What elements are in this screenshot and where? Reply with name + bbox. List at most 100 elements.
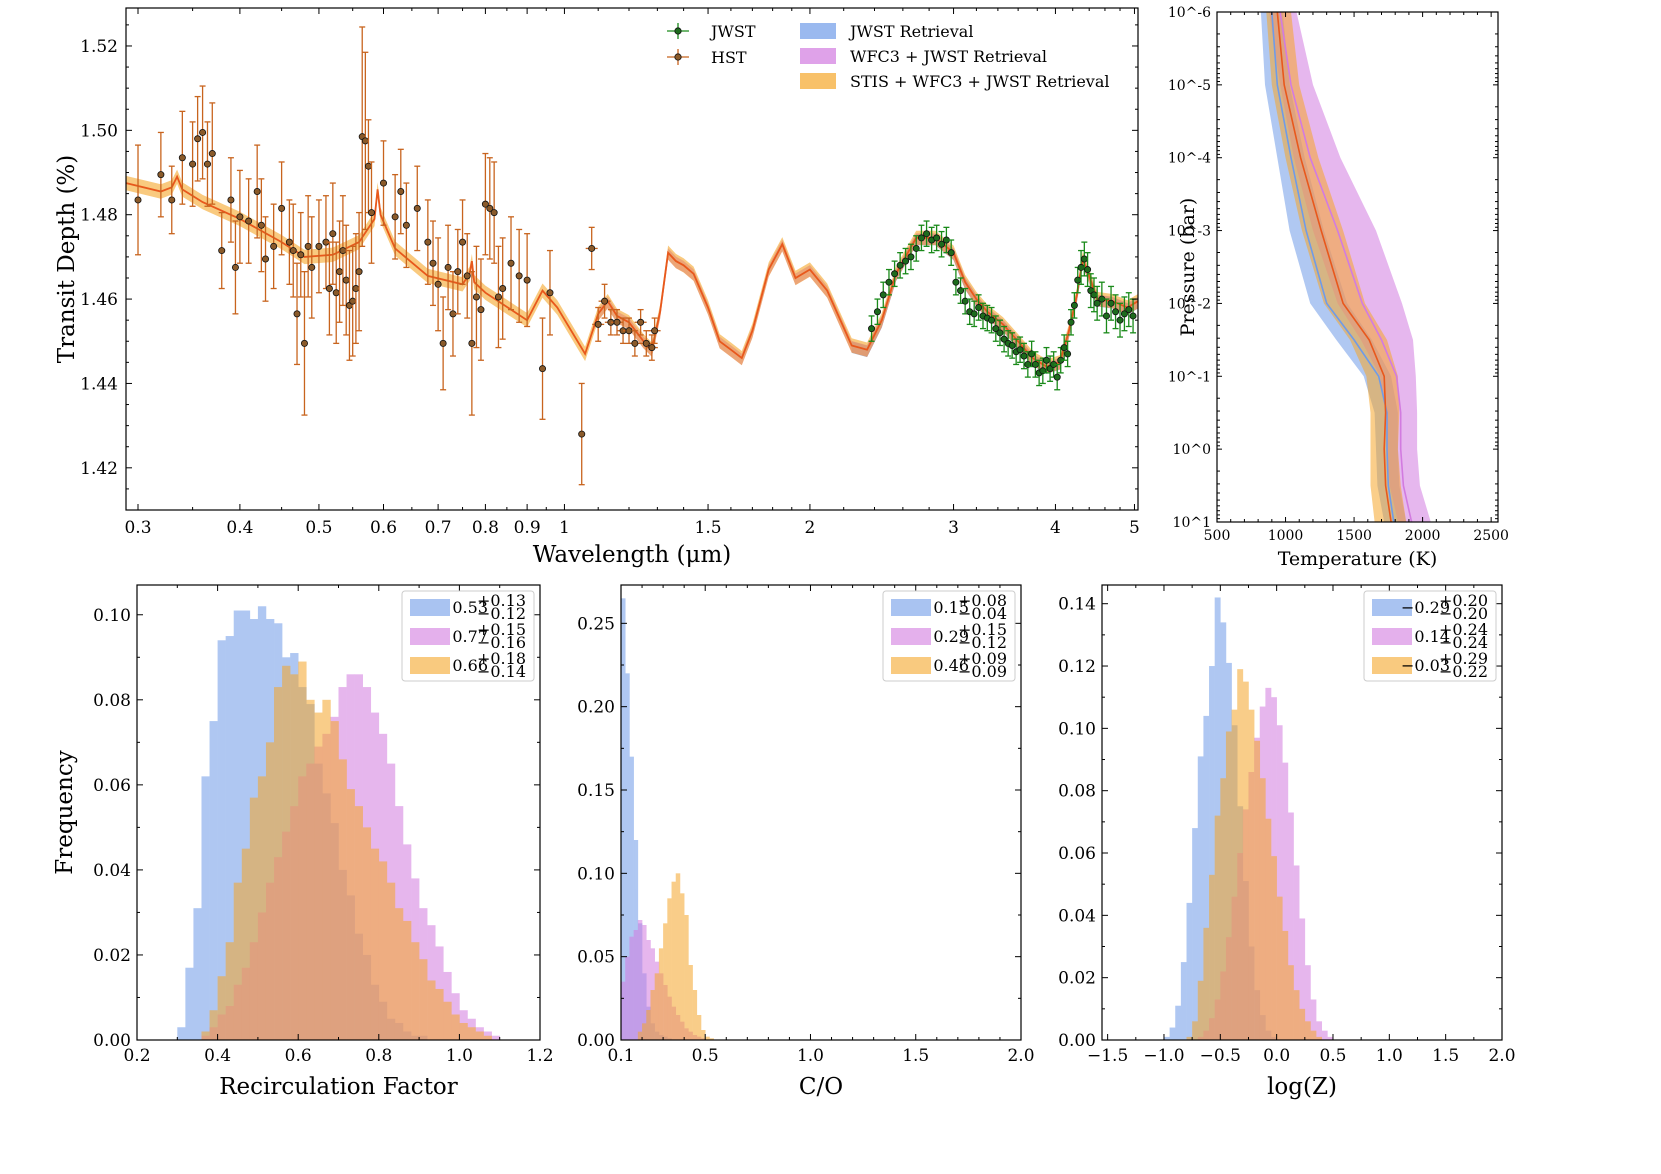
histogram-bar — [233, 610, 243, 1040]
histogram-bar — [1175, 1005, 1182, 1040]
x-tick-label: 0.9 — [514, 518, 541, 538]
data-marker — [315, 242, 323, 250]
legend: −0.29+0.20−0.200.14+0.24−0.24−0.03+0.29−… — [1363, 590, 1497, 682]
hst-point — [391, 173, 399, 260]
x-tick-label: 3 — [948, 518, 959, 538]
data-marker — [339, 247, 347, 255]
jwst-point — [1084, 252, 1092, 288]
jwst-point — [1090, 277, 1098, 313]
hst-point — [231, 220, 239, 315]
data-marker — [257, 221, 265, 229]
hst-point — [245, 178, 253, 264]
y-tick-label: 0.06 — [1058, 844, 1096, 864]
hst-point — [645, 334, 658, 361]
plot-area — [126, 26, 1138, 486]
data-marker — [1120, 310, 1128, 318]
y-tick-label: 0.20 — [577, 698, 615, 718]
hst-point — [253, 144, 261, 239]
histogram-bar — [1327, 1036, 1334, 1040]
histogram-bar — [1310, 999, 1317, 1040]
data-marker — [218, 247, 226, 255]
histogram-bar — [451, 1014, 460, 1040]
histogram-bar — [1163, 1036, 1170, 1040]
data-marker — [349, 297, 357, 305]
hst-point — [539, 317, 547, 420]
hst-point — [585, 226, 598, 271]
data-marker — [468, 339, 476, 347]
hst-point — [262, 216, 270, 302]
data-marker — [1008, 341, 1016, 349]
hst-point — [358, 26, 366, 247]
y-tick-label: 10^-1 — [1168, 369, 1211, 385]
legend-swatch — [891, 599, 931, 616]
y-tick-label: 0.04 — [93, 861, 131, 881]
data-marker — [1016, 346, 1024, 354]
histogram-bar — [209, 1010, 218, 1040]
data-marker — [444, 263, 452, 271]
histogram-bar — [249, 797, 259, 1040]
hst-point — [490, 161, 498, 264]
data-marker — [178, 154, 186, 162]
histogram-bar — [1197, 980, 1204, 1040]
histogram-bar — [1276, 725, 1283, 1040]
jwst-point — [891, 260, 899, 288]
data-marker — [236, 213, 244, 221]
logz-histogram-panel: −1.5 −1.0 −0.5 0.0 0.5 1.0 1.5 2.0 0.00 0.02 0.04 0… — [1058, 584, 1516, 1100]
hst-point — [463, 233, 471, 319]
data-marker — [352, 285, 360, 293]
data-marker — [651, 327, 659, 335]
x-tick-label: 0.8 — [472, 518, 499, 538]
legend-upper-error: +0.08 — [958, 591, 1007, 610]
x-tick-label: 0.5 — [692, 1046, 719, 1066]
data-marker — [1107, 299, 1115, 307]
hst-point — [611, 308, 624, 336]
data-marker — [1112, 308, 1120, 316]
legend-label: HST — [711, 48, 747, 67]
tp-band-2 — [1266, 12, 1407, 522]
x-axis-label: C/O — [799, 1074, 843, 1100]
data-marker — [332, 289, 340, 297]
legend-item: 0.29+0.15−0.12 — [891, 620, 1007, 652]
legend-item: WFC3 + JWST Retrieval — [800, 47, 1047, 66]
hst-point — [494, 245, 502, 349]
hst-point — [380, 140, 388, 226]
jwst-point — [1067, 308, 1075, 336]
x-tick-label: 2 — [805, 518, 816, 538]
hst-point — [289, 203, 297, 298]
x-tick-label: 0.7 — [425, 518, 452, 538]
x-tick-label: 0.8 — [365, 1046, 392, 1066]
legend-lower-error: −0.14 — [477, 662, 526, 681]
hst-point — [481, 152, 489, 256]
histogram-bar — [1225, 731, 1232, 1040]
jwst-point — [873, 298, 881, 326]
data-marker — [1090, 291, 1098, 299]
legend-item: 0.66+0.18−0.14 — [410, 649, 526, 681]
histogram-bar — [1304, 1021, 1311, 1040]
data-marker — [625, 327, 633, 335]
data-marker — [988, 316, 996, 324]
data-marker — [546, 289, 554, 297]
y-axis-label: Pressure (bar) — [1177, 198, 1199, 337]
legend-marker — [674, 53, 682, 61]
jwst-point — [1000, 325, 1008, 353]
y-tick-label: 0.05 — [577, 948, 615, 968]
histogram-bar — [663, 923, 668, 1040]
data-marker — [231, 263, 239, 271]
histogram-bar — [1282, 930, 1289, 1040]
histogram-bar — [692, 990, 698, 1040]
histogram-bar — [629, 756, 634, 1040]
histogram-bar — [475, 1031, 484, 1040]
histogram-bar — [265, 742, 275, 1040]
histogram-bar — [1209, 666, 1215, 1040]
jwst-point — [907, 243, 915, 271]
data-marker — [486, 204, 494, 212]
histogram-bar — [402, 920, 412, 1040]
legend-lower-error: −0.09 — [958, 662, 1007, 681]
jwst-point — [1070, 292, 1078, 319]
legend-value: 0.77 — [452, 627, 488, 646]
hst-point — [178, 110, 186, 205]
histogram-bar — [1276, 896, 1283, 1040]
histogram-bar — [696, 1015, 702, 1040]
hst-point — [598, 283, 611, 319]
legend-upper-error: +0.15 — [477, 620, 526, 639]
